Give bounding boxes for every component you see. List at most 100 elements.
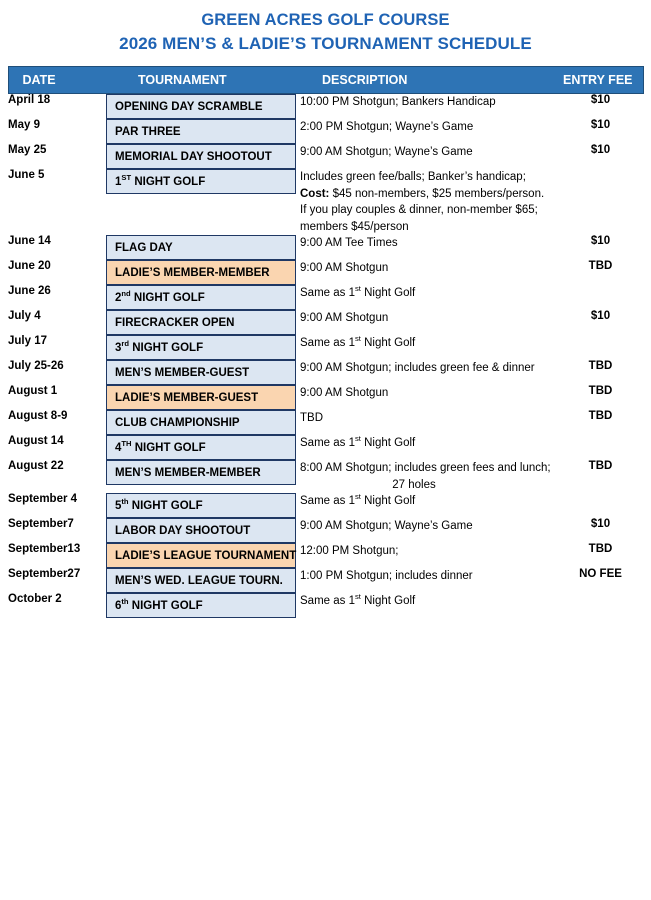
tournament-name-box[interactable]: MEN’S WED. LEAGUE TOURN. xyxy=(106,568,296,593)
row-entry-fee: $10 xyxy=(590,235,611,247)
row-date: August 8-9 xyxy=(8,410,68,422)
column-header-entry-fee: ENTRY FEE xyxy=(558,66,644,94)
description-line: Same as 1st Night Golf xyxy=(300,492,416,507)
row-entry-fee xyxy=(558,493,643,518)
description-line: TBD xyxy=(300,412,323,424)
table-row: April 18 OPENING DAY SCRAMBLE 10:00 PM Sho… xyxy=(8,94,643,120)
tournament-name-box[interactable]: OPENING DAY SCRAMBLE xyxy=(106,94,296,119)
tournament-name-box[interactable]: LADIE’S MEMBER-MEMBER xyxy=(106,260,296,285)
table-row: September 4 5th NIGHT GOLF Same as 1st Nig… xyxy=(8,493,643,518)
table-row: June 20 LADIE’S MEMBER-MEMBER 9:00 AM Shot… xyxy=(8,260,643,285)
tournament-name-box[interactable]: 1ST NIGHT GOLF xyxy=(106,169,296,194)
row-date: April 18 xyxy=(8,94,51,106)
row-entry-fee: TBD xyxy=(588,360,613,372)
tournament-name-box[interactable]: MEN’S MEMBER-MEMBER xyxy=(106,460,296,485)
tournament-name-box[interactable]: LADIE’S LEAGUE TOURNAMENT xyxy=(106,543,296,568)
row-description: 2:00 PM Shotgun; Wayne’s Game xyxy=(300,119,558,144)
row-entry-fee xyxy=(558,335,643,360)
row-tournament-cell: LADIE’S LEAGUE TOURNAMENT xyxy=(104,543,300,568)
row-entry-fee: $10 xyxy=(590,144,611,156)
page-title-line-1: GREEN ACRES GOLF COURSE xyxy=(201,11,450,29)
row-tournament-cell: 3rd NIGHT GOLF xyxy=(104,335,300,360)
table-row: October 2 6th NIGHT GOLF Same as 1st Night… xyxy=(8,593,643,618)
tournament-name-box[interactable]: 4TH NIGHT GOLF xyxy=(106,435,296,460)
table-row: June 26 2nd NIGHT GOLF Same as 1st Night G… xyxy=(8,285,643,310)
row-date: September27 xyxy=(8,568,81,580)
row-entry-fee: TBD xyxy=(588,260,613,272)
row-date: September 4 xyxy=(8,493,78,505)
row-tournament-cell: 6th NIGHT GOLF xyxy=(104,593,300,618)
description-line: 9:00 AM Shotgun xyxy=(300,262,389,274)
tournament-name-box[interactable]: LADIE’S MEMBER-GUEST xyxy=(106,385,296,410)
row-entry-fee: TBD xyxy=(588,543,613,555)
table-row: July 25-26 MEN’S MEMBER-GUEST 9:00 AM Shot… xyxy=(8,360,643,385)
tournament-name-box[interactable]: 3rd NIGHT GOLF xyxy=(106,335,296,360)
row-description: Same as 1st Night Golf xyxy=(300,493,558,518)
description-line: 9:00 AM Tee Times xyxy=(300,237,398,249)
tournament-name-box[interactable]: LABOR DAY SHOOTOUT xyxy=(106,518,296,543)
row-tournament-cell: 2nd NIGHT GOLF xyxy=(104,285,300,310)
row-entry-fee: TBD xyxy=(588,410,613,422)
row-date: June 5 xyxy=(8,169,45,181)
tournament-name-box[interactable]: MEN’S MEMBER-GUEST xyxy=(106,360,296,385)
description-line: If you play couples & dinner, non-member… xyxy=(300,204,538,216)
row-tournament-cell: MEN’S MEMBER-MEMBER xyxy=(104,460,300,493)
description-line: 9:00 AM Shotgun xyxy=(300,312,389,324)
table-header-row: DATE TOURNAMENT DESCRIPTION ENTRY FEE xyxy=(7,66,644,94)
table-row: July 17 3rd NIGHT GOLF Same as 1st Night G… xyxy=(8,335,643,360)
table-row: June 14 FLAG DAY 9:00 AM Tee Times $10 xyxy=(8,235,643,260)
row-entry-fee xyxy=(558,285,643,310)
tournament-name-box[interactable]: FLAG DAY xyxy=(106,235,296,260)
description-line: 1:00 PM Shotgun; includes dinner xyxy=(300,570,473,582)
description-line: 12:00 PM Shotgun; xyxy=(300,545,399,557)
tournament-name-box[interactable]: CLUB CHAMPIONSHIP xyxy=(106,410,296,435)
row-date: October 2 xyxy=(8,593,62,605)
table-row: June 5 1ST NIGHT GOLF Includes green fee/b… xyxy=(8,169,643,235)
table-row: August 1 LADIE’S MEMBER-GUEST 9:00 AM Shot… xyxy=(8,385,643,410)
row-description: 12:00 PM Shotgun; xyxy=(300,543,558,568)
row-date: July 4 xyxy=(8,310,41,322)
row-description: 9:00 AM Shotgun; Wayne’s Game xyxy=(300,518,558,543)
row-tournament-cell: FIRECRACKER OPEN xyxy=(104,310,300,335)
tournament-name-box[interactable]: 5th NIGHT GOLF xyxy=(106,493,296,518)
row-description: Same as 1st Night Golf xyxy=(300,435,558,460)
tournament-name-box[interactable]: 2nd NIGHT GOLF xyxy=(106,285,296,310)
description-line: Cost: $45 non-members, $25 members/perso… xyxy=(300,187,545,200)
row-description: TBD xyxy=(300,410,558,435)
row-date: August 22 xyxy=(8,460,64,472)
tournament-name-box[interactable]: 6th NIGHT GOLF xyxy=(106,593,296,618)
row-entry-fee: $10 xyxy=(590,94,611,106)
description-line: Includes green fee/balls; Banker’s handi… xyxy=(300,171,526,183)
tournament-schedule-table: DATE TOURNAMENT DESCRIPTION ENTRY FEE Ap… xyxy=(7,66,644,618)
description-line: 9:00 AM Shotgun; Wayne’s Game xyxy=(300,146,473,158)
description-line: 9:00 AM Shotgun; Wayne’s Game xyxy=(300,520,473,532)
row-tournament-cell: PAR THREE xyxy=(104,119,300,144)
table-row: September13 LADIE’S LEAGUE TOURNAMENT 12:0… xyxy=(8,543,643,568)
row-entry-fee: TBD xyxy=(588,460,613,472)
table-row: July 4 FIRECRACKER OPEN 9:00 AM Shotgun $10 xyxy=(8,310,643,335)
page-title: GREEN ACRES GOLF COURSE 2026 MEN’S & LAD… xyxy=(0,0,651,55)
row-description: 9:00 AM Tee Times xyxy=(300,235,558,260)
description-line: 27 holes xyxy=(392,478,436,491)
table-row: September27 MEN’S WED. LEAGUE TOURN. 1:00 … xyxy=(8,568,643,593)
table-row: August 14 4TH NIGHT GOLF Same as 1st Night… xyxy=(8,435,643,460)
table-row: May 25 MEMORIAL DAY SHOOTOUT 9:00 AM Shotg… xyxy=(8,144,643,169)
tournament-name-box[interactable]: FIRECRACKER OPEN xyxy=(106,310,296,335)
tournament-name-box[interactable]: PAR THREE xyxy=(106,119,296,144)
row-description: Same as 1st Night Golf xyxy=(300,335,558,360)
tournament-name-box[interactable]: MEMORIAL DAY SHOOTOUT xyxy=(106,144,296,169)
row-description: 1:00 PM Shotgun; includes dinner xyxy=(300,568,558,593)
column-header-description: DESCRIPTION xyxy=(300,66,558,94)
column-header-date: DATE xyxy=(7,66,104,94)
row-tournament-cell: LADIE’S MEMBER-GUEST xyxy=(104,385,300,410)
description-line: members $45/person xyxy=(300,220,409,233)
row-date: September7 xyxy=(8,518,74,530)
description-line: Same as 1st Night Golf xyxy=(300,434,416,449)
row-description: 8:00 AM Shotgun; includes green fees and… xyxy=(300,460,558,493)
row-description: 9:00 AM Shotgun xyxy=(300,310,558,335)
row-description: 10:00 PM Shotgun; Bankers Handicap xyxy=(300,94,558,120)
table-row: September7 LABOR DAY SHOOTOUT 9:00 AM Shot… xyxy=(8,518,643,543)
row-date: June 14 xyxy=(8,235,51,247)
description-line: 9:00 AM Shotgun; includes green fee & di… xyxy=(300,362,535,374)
row-tournament-cell: 5th NIGHT GOLF xyxy=(104,493,300,518)
